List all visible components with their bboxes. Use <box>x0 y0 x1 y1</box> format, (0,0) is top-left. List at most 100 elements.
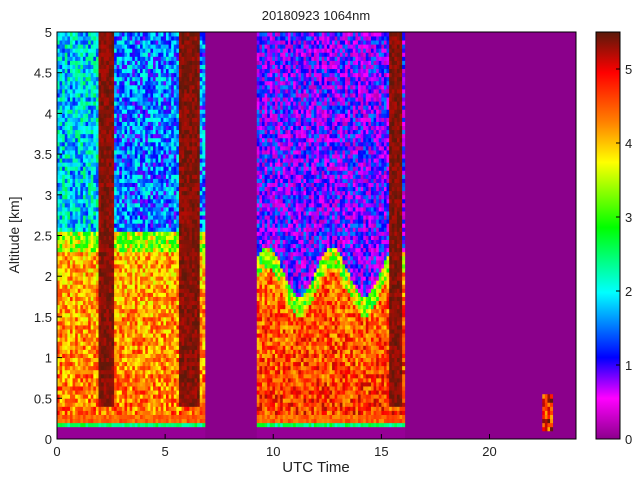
heatmap-cell <box>150 162 154 167</box>
heatmap-cell <box>134 251 138 257</box>
heatmap-cell <box>173 406 177 411</box>
heatmap-cell <box>124 113 128 118</box>
heatmap-cell <box>116 268 120 273</box>
heatmap-cell <box>103 239 107 245</box>
heatmap-cell <box>57 207 60 212</box>
heatmap-cell <box>150 207 154 212</box>
heatmap-cell <box>106 263 110 269</box>
heatmap-cell <box>134 186 138 192</box>
heatmap-cell <box>69 215 73 220</box>
heatmap-cell <box>178 418 182 424</box>
heatmap-cell <box>98 178 102 183</box>
heatmap-cell <box>165 333 169 338</box>
heatmap-cell <box>90 430 94 436</box>
heatmap-cell <box>129 166 133 171</box>
heatmap-cell <box>103 345 107 350</box>
heatmap-cell <box>140 68 144 74</box>
heatmap-cell <box>153 88 157 94</box>
heatmap-cell <box>178 341 182 346</box>
heatmap-cell <box>181 36 185 41</box>
heatmap-cell <box>132 406 136 411</box>
heatmap-cell <box>85 48 89 53</box>
heatmap-cell <box>98 76 102 82</box>
heatmap-cell <box>163 410 167 415</box>
heatmap-cell <box>153 215 157 220</box>
heatmap-cell <box>171 329 175 334</box>
heatmap-cell <box>134 280 138 285</box>
heatmap-cell <box>57 414 60 420</box>
heatmap-cell <box>72 373 76 379</box>
heatmap-cell <box>103 219 107 224</box>
heatmap-cell <box>69 202 73 208</box>
heatmap-cell <box>178 402 182 407</box>
heatmap-cell <box>98 56 102 61</box>
heatmap-cell <box>67 430 71 436</box>
heatmap-cell <box>176 398 180 403</box>
heatmap-cell <box>132 117 136 122</box>
heatmap-cell <box>137 414 141 420</box>
heatmap-cell <box>88 44 92 49</box>
heatmap-cell <box>80 243 84 249</box>
heatmap-cell <box>103 288 107 293</box>
heatmap-cell <box>111 345 115 350</box>
heatmap-cell <box>116 150 120 155</box>
heatmap-cell <box>69 418 73 424</box>
heatmap-cell <box>95 296 99 302</box>
heatmap-cell <box>95 263 99 269</box>
heatmap-cell <box>124 178 128 183</box>
heatmap-cell <box>72 386 76 391</box>
heatmap-cell <box>90 133 94 139</box>
heatmap-cell <box>158 255 162 261</box>
heatmap-cell <box>77 202 81 208</box>
heatmap-cell <box>95 133 99 139</box>
heatmap-cell <box>181 373 185 379</box>
heatmap-cell <box>127 170 131 175</box>
heatmap-cell <box>124 211 128 216</box>
heatmap-cell <box>93 129 97 135</box>
heatmap-cell <box>101 406 105 411</box>
heatmap-cell <box>57 198 60 204</box>
heatmap-cell <box>101 349 105 354</box>
heatmap-cell <box>137 325 141 330</box>
heatmap-cell <box>147 174 151 179</box>
heatmap-cell <box>124 105 128 110</box>
heatmap-cell <box>184 353 188 358</box>
heatmap-cell <box>155 141 159 147</box>
heatmap-cell <box>57 341 60 346</box>
heatmap-cell <box>168 56 172 61</box>
heatmap-cell <box>129 349 133 354</box>
heatmap-cell <box>93 373 97 379</box>
heatmap-cell <box>137 369 141 375</box>
heatmap-cell <box>184 325 188 330</box>
heatmap-cell <box>163 121 167 127</box>
heatmap-cell <box>134 422 138 428</box>
heatmap-cell <box>111 333 115 338</box>
heatmap-cell <box>59 349 63 354</box>
heatmap-cell <box>155 117 159 122</box>
heatmap-cell <box>140 284 144 289</box>
heatmap-cell <box>111 133 115 139</box>
heatmap-cell <box>158 276 162 281</box>
heatmap-cell <box>176 186 180 192</box>
heatmap-cell <box>62 223 66 228</box>
heatmap-cell <box>178 186 182 192</box>
heatmap-cell <box>95 76 99 82</box>
heatmap-cell <box>160 158 164 163</box>
heatmap-cell <box>116 211 120 216</box>
heatmap-cell <box>160 333 164 338</box>
heatmap-cell <box>77 353 81 358</box>
heatmap-cell <box>72 219 76 224</box>
heatmap-cell <box>82 272 86 277</box>
heatmap-cell <box>80 325 84 330</box>
heatmap-cell <box>155 325 159 330</box>
heatmap-cell <box>158 198 162 204</box>
heatmap-cell <box>62 422 66 428</box>
heatmap-cell <box>147 251 151 257</box>
heatmap-cell <box>145 40 149 45</box>
heatmap-cell <box>160 101 164 106</box>
heatmap-cell <box>64 93 68 98</box>
heatmap-cell <box>129 398 133 403</box>
heatmap-cell <box>178 178 182 183</box>
heatmap-cell <box>176 121 180 127</box>
heatmap-cell <box>85 219 89 224</box>
